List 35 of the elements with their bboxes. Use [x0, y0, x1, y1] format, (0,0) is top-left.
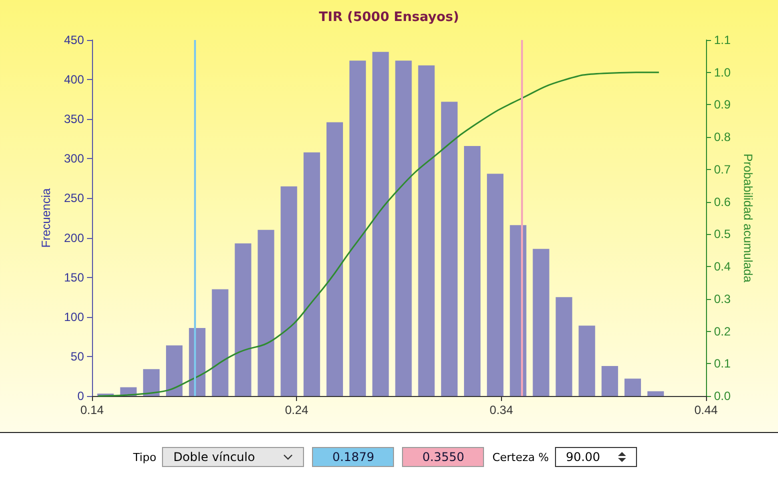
- y-tick-label: 450: [64, 33, 84, 47]
- value-field: 0.3550: [402, 447, 484, 467]
- y-tick-label: 50: [70, 349, 84, 364]
- y2-tick-label: 0.7: [714, 162, 732, 176]
- y-tick-label: 300: [64, 152, 84, 166]
- y2-tick-label: 0.5: [714, 227, 732, 242]
- y2-tick-label: 0.2: [714, 324, 732, 338]
- y2-tick-label: 0.0: [714, 389, 732, 403]
- y2-tick-label: 0.6: [714, 194, 732, 209]
- y-axis-title: Frecuencia: [39, 188, 53, 248]
- y-tick-label: 150: [64, 270, 84, 284]
- x-tick-label: 0.14: [80, 403, 104, 417]
- y-tick-label: 400: [64, 72, 84, 87]
- y2-tick-label: 0.9: [714, 98, 732, 112]
- dropdown-field: Doble vínculo: [162, 447, 304, 467]
- y2-tick-label: 0.3: [714, 292, 732, 306]
- chart-title: TIR (5000 Ensayos): [318, 10, 460, 25]
- y2-tick-label: 0.8: [714, 130, 732, 144]
- y2-axis-title: Probabilidad acumulada: [741, 154, 755, 283]
- x-tick-label: 0.24: [284, 403, 309, 417]
- y-tick-label: 200: [64, 230, 84, 245]
- y-tick-label: 350: [64, 112, 84, 126]
- y-tick-label: 250: [64, 191, 84, 206]
- y2-tick-label: 0.1: [714, 356, 732, 371]
- y2-tick-label: 1.0: [714, 65, 732, 80]
- y2-tick-label: 0.4: [714, 260, 732, 274]
- y-tick-label: 100: [64, 310, 84, 324]
- x-tick-label: 0.34: [490, 403, 514, 417]
- y-tick-label: 0: [77, 389, 84, 403]
- text: Certeza %: [492, 450, 549, 464]
- x-tick-label: 0.44: [694, 403, 718, 417]
- y2-tick-label: 1.1: [714, 33, 732, 47]
- text: Tipo: [133, 450, 156, 464]
- number-field: 90.00: [554, 447, 637, 467]
- value-field: 0.1879: [312, 447, 394, 467]
